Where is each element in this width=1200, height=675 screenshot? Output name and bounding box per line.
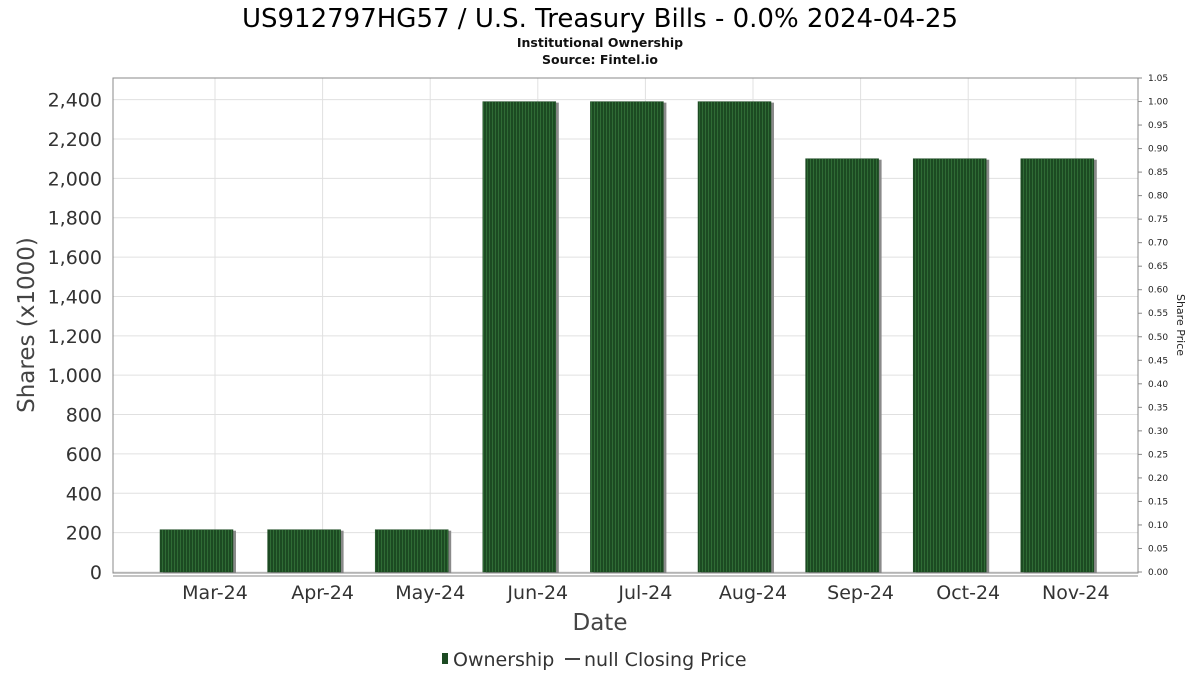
y-right-tick-label: 0.30 bbox=[1148, 427, 1168, 437]
y-tick-label: 2,000 bbox=[48, 168, 102, 190]
y-right-tick-label: 0.95 bbox=[1148, 121, 1168, 131]
legend-ownership-label: Ownership bbox=[453, 649, 554, 671]
y-right-tick-label: 0.15 bbox=[1148, 497, 1168, 507]
x-tick-label: Apr-24 bbox=[291, 582, 354, 604]
y-tick-label: 1,000 bbox=[48, 365, 102, 387]
y-right-tick-label: 0.05 bbox=[1148, 544, 1168, 554]
y-tick-label: 400 bbox=[66, 483, 102, 505]
y-tick-label: 0 bbox=[90, 562, 102, 584]
y-right-tick-label: 1.05 bbox=[1148, 74, 1168, 84]
y-axis-left: 0 200 400 600 800 1,000 1,200 1,400 1,600 1,800 2,… bbox=[48, 90, 102, 584]
bar-ownership bbox=[805, 158, 879, 573]
y-tick-label: 2,400 bbox=[48, 90, 102, 112]
chart-subtitle: Institutional Ownership bbox=[517, 35, 683, 50]
x-axis-title: Date bbox=[573, 610, 628, 636]
bar-ownership bbox=[912, 158, 987, 573]
y-right-tick-label: 0.55 bbox=[1148, 309, 1168, 319]
y-right-tick-label: 0.60 bbox=[1148, 286, 1168, 296]
y-right-tick-label: 0.35 bbox=[1148, 403, 1168, 413]
x-tick-label: Sep-24 bbox=[827, 582, 894, 604]
y-tick-label: 600 bbox=[66, 444, 102, 466]
bar-ownership bbox=[482, 101, 557, 573]
x-tick-label: Nov-24 bbox=[1042, 582, 1110, 604]
y-right-tick-label: 0.65 bbox=[1148, 262, 1168, 272]
chart-source: Source: Fintel.io bbox=[542, 52, 658, 67]
y-tick-label: 2,200 bbox=[48, 129, 102, 151]
x-tick-label: Mar-24 bbox=[182, 582, 248, 604]
legend-price-label: null Closing Price bbox=[584, 649, 747, 671]
y-right-tick-label: 1.00 bbox=[1148, 98, 1168, 108]
y-right-tick-label: 0.45 bbox=[1148, 356, 1168, 366]
y-tick-label: 1,600 bbox=[48, 247, 102, 269]
bar-ownership bbox=[590, 101, 664, 573]
legend: Ownership null Closing Price bbox=[442, 649, 747, 671]
plot-frame bbox=[112, 77, 1139, 574]
y-right-tick-label: 0.50 bbox=[1148, 333, 1168, 343]
y-right-tick-label: 0.70 bbox=[1148, 239, 1168, 249]
bar-ownership bbox=[374, 529, 449, 573]
y-right-tick-label: 0.75 bbox=[1148, 215, 1168, 225]
y-right-tick-label: 0.40 bbox=[1148, 380, 1168, 390]
bar-ownership bbox=[1020, 158, 1095, 573]
y-axis-right-title: Share Price bbox=[1174, 294, 1187, 356]
y-right-tick-label: 0.10 bbox=[1148, 521, 1168, 531]
x-axis: Mar-24 Apr-24 May-24 Jun-24 Jul-24 Aug-24 Sep-… bbox=[182, 582, 1109, 604]
chart-title: US912797HG57 / U.S. Treasury Bills - 0.0… bbox=[242, 4, 958, 34]
y-tick-label: 200 bbox=[66, 523, 102, 545]
bar-ownership bbox=[267, 529, 341, 573]
y-axis-title: Shares (x1000) bbox=[14, 237, 40, 413]
bar-ownership bbox=[697, 101, 772, 573]
y-right-tick-label: 0.25 bbox=[1148, 450, 1168, 460]
y-tick-label: 1,400 bbox=[48, 286, 102, 308]
x-tick-label: Oct-24 bbox=[936, 582, 1000, 604]
y-right-tick-label: 0.00 bbox=[1148, 568, 1168, 578]
legend-ownership-swatch bbox=[442, 653, 448, 664]
x-tick-label: May-24 bbox=[395, 582, 465, 604]
y-right-tick-label: 0.80 bbox=[1148, 192, 1168, 202]
y-tick-label: 1,800 bbox=[48, 208, 102, 230]
bars bbox=[159, 101, 1097, 574]
y-tick-label: 800 bbox=[66, 405, 102, 427]
y-axis-right: 0.00 0.05 0.10 0.15 0.20 0.25 0.30 0.35 0.40 0.45… bbox=[1138, 74, 1168, 578]
y-right-tick-label: 0.85 bbox=[1148, 168, 1168, 178]
x-tick-label: Jul-24 bbox=[617, 582, 672, 604]
y-right-tick-label: 0.20 bbox=[1148, 474, 1168, 484]
x-tick-label: Jun-24 bbox=[506, 582, 568, 604]
bar-ownership bbox=[159, 529, 234, 573]
y-right-tick-label: 0.90 bbox=[1148, 145, 1168, 155]
x-tick-label: Aug-24 bbox=[719, 582, 787, 604]
y-tick-label: 1,200 bbox=[48, 326, 102, 348]
